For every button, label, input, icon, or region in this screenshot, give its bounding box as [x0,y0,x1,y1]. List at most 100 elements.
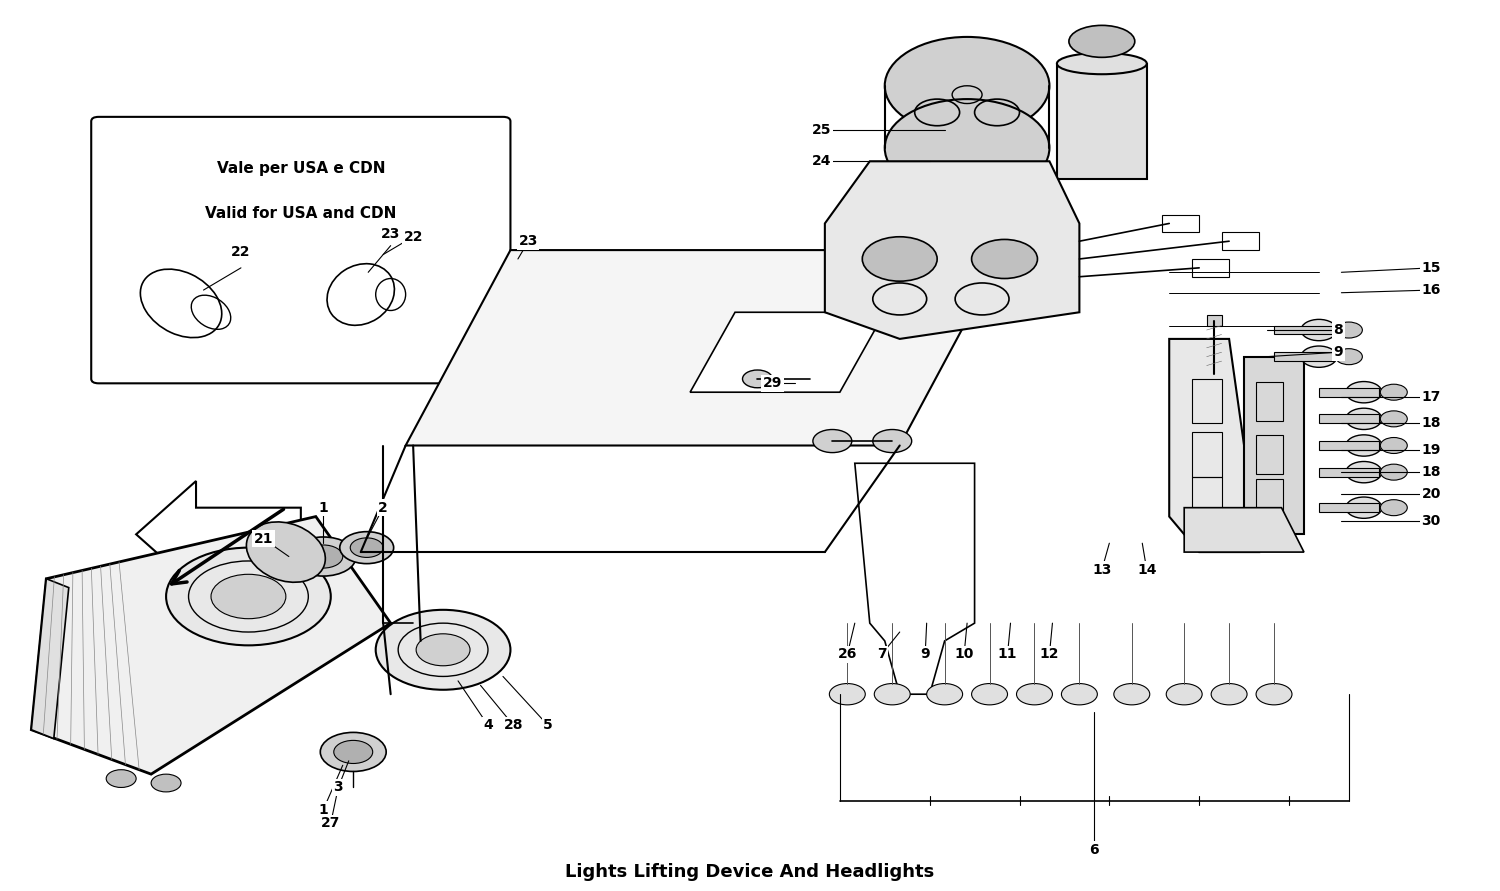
Circle shape [830,683,866,705]
Polygon shape [136,481,302,588]
Ellipse shape [885,99,1050,197]
Polygon shape [1244,356,1304,535]
Bar [1206,315,1221,325]
Text: 3: 3 [333,781,344,795]
Circle shape [340,532,393,564]
Text: 18: 18 [1422,465,1442,479]
Circle shape [291,537,356,576]
Text: 21: 21 [254,532,273,546]
Circle shape [1300,319,1336,340]
Text: 6: 6 [1089,843,1100,856]
Circle shape [1380,384,1407,400]
Text: 20: 20 [1422,487,1442,502]
Text: 17: 17 [1422,389,1442,404]
Bar [1318,414,1378,423]
Circle shape [1062,683,1098,705]
Text: 7: 7 [878,647,886,661]
Circle shape [1335,322,1362,338]
Ellipse shape [246,522,326,583]
Bar [1318,441,1378,450]
Bar [1318,468,1378,477]
Polygon shape [690,312,885,392]
Text: 23: 23 [519,234,538,249]
Bar [1191,259,1228,277]
Circle shape [350,538,382,558]
Text: 29: 29 [764,376,782,390]
Text: 2: 2 [378,501,388,515]
Circle shape [1380,500,1407,516]
Circle shape [375,609,510,690]
Circle shape [304,545,344,568]
Text: 27: 27 [321,816,340,830]
Circle shape [742,370,772,388]
Text: 25: 25 [812,123,831,137]
Text: 28: 28 [504,718,524,732]
Bar [1256,381,1282,421]
Ellipse shape [1070,25,1136,57]
Text: 16: 16 [1422,283,1442,297]
Text: 19: 19 [1422,443,1442,457]
Circle shape [1256,683,1292,705]
Circle shape [1346,435,1382,456]
Circle shape [1380,437,1407,454]
Circle shape [972,240,1038,279]
Text: 14: 14 [1137,563,1156,576]
Bar [1058,63,1148,179]
Circle shape [873,429,912,453]
Text: 4: 4 [483,718,494,732]
Text: 24: 24 [812,154,831,168]
Circle shape [1346,462,1382,483]
Circle shape [1335,348,1362,364]
Text: 5: 5 [543,718,552,732]
Bar [1256,479,1282,519]
Bar [1161,215,1198,233]
Circle shape [972,683,1008,705]
Circle shape [1114,683,1150,705]
Text: Valid for USA and CDN: Valid for USA and CDN [206,206,396,221]
Circle shape [1017,683,1053,705]
Text: 8: 8 [1334,323,1344,337]
Bar [1256,435,1282,474]
Circle shape [1346,497,1382,519]
Circle shape [1380,411,1407,427]
Text: 15: 15 [1422,261,1442,274]
Polygon shape [405,250,1005,446]
Polygon shape [1184,508,1304,552]
Circle shape [1380,464,1407,480]
Polygon shape [32,579,69,739]
Text: Lights Lifting Device And Headlights: Lights Lifting Device And Headlights [566,862,934,880]
Circle shape [1300,346,1336,367]
Text: Vale per USA e CDN: Vale per USA e CDN [216,161,386,176]
Circle shape [862,237,938,282]
Text: 1: 1 [318,803,328,817]
Bar [1191,477,1221,521]
Circle shape [1210,683,1246,705]
Text: 23: 23 [381,227,400,241]
Bar [1191,432,1221,477]
Circle shape [813,429,852,453]
Ellipse shape [1058,53,1148,74]
Polygon shape [32,517,390,774]
Text: 11: 11 [998,647,1017,661]
Bar [1318,388,1378,396]
Circle shape [1166,683,1202,705]
Circle shape [152,774,182,792]
Circle shape [334,740,372,764]
Text: 9: 9 [921,647,930,661]
Circle shape [321,732,386,772]
Text: 10: 10 [954,647,974,661]
Ellipse shape [885,37,1050,135]
Circle shape [874,683,910,705]
Text: 9: 9 [1334,345,1342,359]
Text: 26: 26 [837,647,856,661]
Polygon shape [825,161,1080,339]
Polygon shape [855,463,975,694]
Circle shape [1346,381,1382,403]
Bar [1274,325,1334,334]
Bar [1318,503,1378,512]
Text: 22: 22 [231,245,251,259]
Text: 12: 12 [1040,647,1059,661]
Bar [1191,379,1221,423]
Text: 30: 30 [1422,514,1442,528]
FancyBboxPatch shape [92,117,510,383]
